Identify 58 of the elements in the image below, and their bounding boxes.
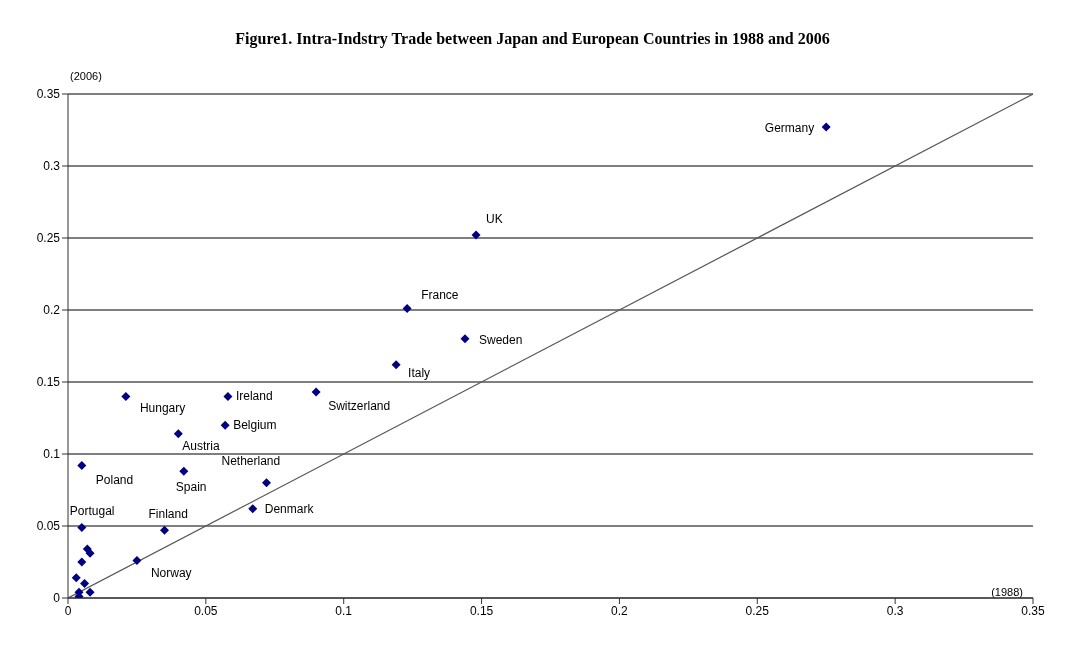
- annotation: Austria: [182, 438, 220, 453]
- annotation: Spain: [175, 480, 207, 495]
- point: [85, 587, 95, 597]
- annotation: Portugal: [69, 504, 115, 519]
- x-tick-label: 0: [64, 603, 72, 618]
- x-tick-label: 0.15: [469, 603, 494, 618]
- x-tick-label: 0.2: [611, 603, 629, 618]
- y-axis-title: (2006): [70, 70, 102, 82]
- x-tick-label: 0.35: [1021, 603, 1045, 618]
- annotation: UK: [486, 212, 503, 227]
- point: [173, 429, 183, 439]
- point: [821, 122, 831, 132]
- point: [223, 391, 233, 401]
- point: [160, 525, 169, 535]
- point: [77, 522, 87, 532]
- point: [85, 548, 95, 558]
- point: [391, 360, 401, 370]
- point: [460, 334, 470, 344]
- point: [402, 304, 412, 314]
- point: [248, 504, 258, 514]
- x-axis-title: (1988): [991, 586, 1023, 598]
- point: [311, 387, 321, 397]
- point: [220, 420, 230, 430]
- y-tick-label: 0.05: [36, 519, 61, 534]
- annotation: Italy: [408, 365, 431, 380]
- annotation: Ireland: [235, 389, 273, 404]
- y-tick-label: 0.3: [43, 159, 61, 174]
- annotation: Switzerland: [328, 399, 391, 414]
- annotation: Belgium: [233, 418, 277, 433]
- x-tick-label: 0.25: [745, 603, 770, 618]
- point: [179, 466, 189, 476]
- point: [80, 579, 90, 589]
- annotation: Poland: [95, 472, 134, 487]
- annotation: Denmark: [264, 501, 315, 516]
- point: [71, 573, 81, 583]
- annotation: France: [421, 287, 459, 302]
- point: [471, 230, 481, 240]
- point: [77, 557, 87, 567]
- y-tick-label: 0.35: [36, 87, 61, 102]
- y-tick-label: 0.2: [43, 303, 61, 318]
- x-tick-label: 0.3: [886, 603, 904, 618]
- annotation: Finland: [148, 507, 188, 522]
- annotation: Netherland: [221, 453, 281, 468]
- x-tick-label: 0.1: [335, 603, 353, 618]
- y-tick-label: 0.15: [36, 375, 61, 390]
- y-tick-label: 0.25: [36, 231, 61, 246]
- point: [132, 556, 142, 566]
- x-tick-label: 0.05: [194, 603, 218, 618]
- point: [77, 461, 87, 471]
- y-tick-label: 0.1: [43, 447, 61, 462]
- annotation: Sweden: [479, 332, 523, 347]
- chart-title: Figure1. Intra-Indstry Trade between Japan and European Countries in 1988 and 2006: [234, 30, 831, 48]
- point: [121, 391, 131, 401]
- annotation: Hungary: [139, 401, 186, 416]
- point: [262, 478, 272, 488]
- y-tick-label: 0: [53, 591, 61, 606]
- annotation: Germany: [764, 121, 815, 136]
- annotation: Norway: [150, 565, 192, 580]
